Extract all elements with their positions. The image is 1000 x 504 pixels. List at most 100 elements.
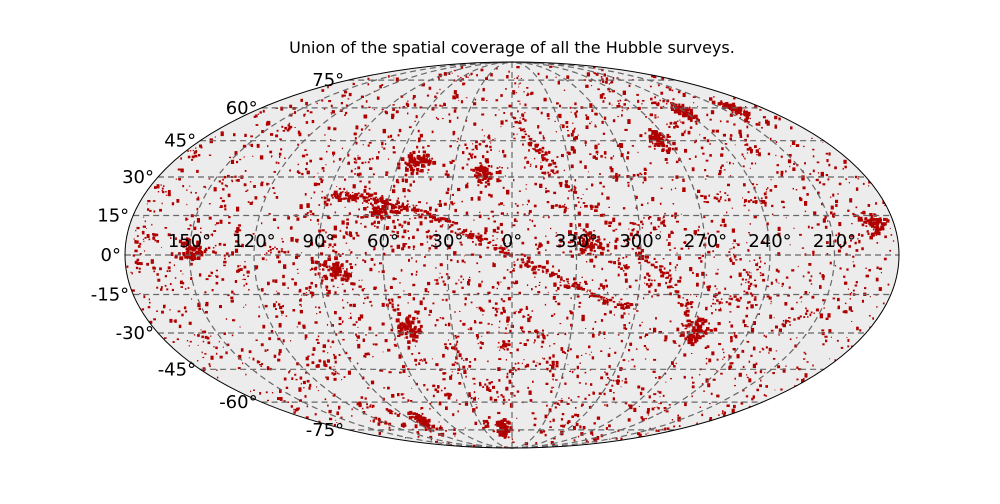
coverage-pixel bbox=[621, 380, 623, 382]
coverage-pixel bbox=[697, 229, 700, 232]
coverage-pixel bbox=[746, 125, 749, 129]
coverage-pixel bbox=[477, 196, 481, 201]
coverage-pixel bbox=[869, 296, 871, 298]
coverage-band-pixel bbox=[438, 219, 442, 222]
coverage-cluster-pixel bbox=[329, 272, 333, 277]
coverage-cluster-pixel bbox=[185, 247, 189, 251]
coverage-band-pixel bbox=[612, 301, 616, 303]
coverage-pixel bbox=[608, 365, 611, 369]
coverage-pixel bbox=[221, 199, 225, 203]
coverage-cluster-pixel bbox=[414, 417, 417, 420]
coverage-pixel bbox=[755, 304, 758, 306]
coverage-pixel bbox=[346, 190, 348, 192]
coverage-pixel bbox=[545, 360, 549, 364]
coverage-pixel bbox=[835, 203, 838, 207]
coverage-pixel bbox=[197, 360, 199, 362]
coverage-pixel bbox=[635, 251, 637, 255]
coverage-pixel bbox=[640, 416, 644, 419]
coverage-pixel bbox=[789, 165, 791, 168]
coverage-pixel bbox=[569, 310, 572, 313]
coverage-pixel bbox=[513, 137, 516, 140]
coverage-band-pixel bbox=[590, 292, 593, 295]
coverage-pixel bbox=[304, 193, 307, 196]
coverage-pixel bbox=[648, 395, 651, 399]
coverage-cluster-pixel bbox=[397, 324, 402, 329]
coverage-pixel bbox=[654, 101, 657, 104]
coverage-pixel bbox=[723, 169, 726, 171]
coverage-pixel bbox=[705, 306, 708, 311]
coverage-cluster-pixel bbox=[680, 107, 683, 109]
coverage-pixel bbox=[479, 211, 481, 213]
coverage-pixel bbox=[282, 304, 284, 306]
coverage-pixel bbox=[644, 282, 646, 284]
coverage-pixel bbox=[645, 283, 649, 286]
coverage-pixel bbox=[671, 361, 674, 365]
coverage-pixel bbox=[357, 326, 359, 328]
coverage-cluster-pixel bbox=[188, 245, 192, 249]
coverage-pixel bbox=[439, 317, 442, 319]
coverage-pixel bbox=[270, 156, 272, 158]
coverage-pixel bbox=[363, 114, 367, 119]
coverage-pixel bbox=[819, 285, 822, 289]
coverage-pixel bbox=[754, 284, 757, 288]
coverage-pixel bbox=[355, 159, 357, 161]
coverage-pixel bbox=[715, 370, 718, 372]
coverage-pixel bbox=[497, 367, 501, 371]
coverage-pixel bbox=[303, 387, 305, 389]
coverage-pixel bbox=[633, 407, 637, 412]
coverage-cluster-pixel bbox=[432, 160, 437, 165]
coverage-pixel bbox=[774, 115, 778, 120]
coverage-pixel bbox=[528, 210, 532, 213]
coverage-pixel bbox=[267, 250, 270, 252]
coverage-pixel bbox=[574, 102, 577, 106]
coverage-pixel bbox=[314, 273, 317, 276]
coverage-pixel bbox=[152, 235, 154, 237]
coverage-pixel bbox=[722, 348, 724, 351]
coverage-pixel bbox=[536, 107, 539, 111]
coverage-pixel bbox=[407, 230, 409, 232]
coverage-pixel bbox=[799, 197, 803, 202]
coverage-pixel bbox=[760, 202, 763, 205]
coverage-cluster-pixel bbox=[504, 430, 508, 434]
coverage-pixel bbox=[726, 211, 728, 214]
coverage-pixel bbox=[280, 310, 284, 314]
coverage-pixel bbox=[352, 288, 354, 291]
coverage-pixel bbox=[315, 306, 317, 308]
coverage-pixel bbox=[657, 282, 661, 287]
coverage-pixel bbox=[309, 383, 312, 387]
coverage-pixel bbox=[488, 193, 491, 197]
coverage-pixel bbox=[557, 333, 560, 336]
coverage-pixel bbox=[730, 336, 733, 339]
coverage-pixel bbox=[344, 351, 348, 355]
coverage-pixel bbox=[400, 209, 403, 212]
coverage-pixel bbox=[537, 269, 540, 271]
coverage-pixel bbox=[662, 394, 665, 397]
coverage-cluster-pixel bbox=[675, 107, 679, 111]
coverage-pixel bbox=[792, 167, 796, 171]
coverage-pixel bbox=[745, 314, 748, 318]
coverage-cluster-pixel bbox=[598, 245, 603, 250]
coverage-cluster-pixel bbox=[328, 265, 331, 268]
coverage-pixel bbox=[456, 260, 459, 263]
coverage-band-pixel bbox=[669, 285, 673, 288]
coverage-pixel bbox=[245, 304, 247, 306]
coverage-pixel bbox=[576, 355, 579, 359]
coverage-pixel bbox=[492, 307, 495, 309]
coverage-pixel bbox=[252, 155, 254, 157]
coverage-pixel bbox=[349, 273, 352, 278]
coverage-pixel bbox=[298, 255, 300, 258]
coverage-pixel bbox=[254, 266, 258, 270]
coverage-pixel bbox=[476, 338, 479, 340]
coverage-pixel bbox=[763, 394, 766, 397]
coverage-pixel bbox=[197, 218, 200, 221]
coverage-pixel bbox=[156, 286, 159, 289]
coverage-pixel bbox=[573, 277, 576, 281]
coverage-pixel bbox=[709, 403, 711, 405]
coverage-pixel bbox=[730, 297, 733, 301]
coverage-pixel bbox=[387, 135, 390, 139]
coverage-pixel bbox=[411, 387, 413, 389]
coverage-cluster-pixel bbox=[718, 102, 721, 105]
coverage-pixel bbox=[758, 256, 761, 260]
coverage-pixel bbox=[796, 366, 799, 369]
coverage-pixel bbox=[472, 148, 475, 151]
